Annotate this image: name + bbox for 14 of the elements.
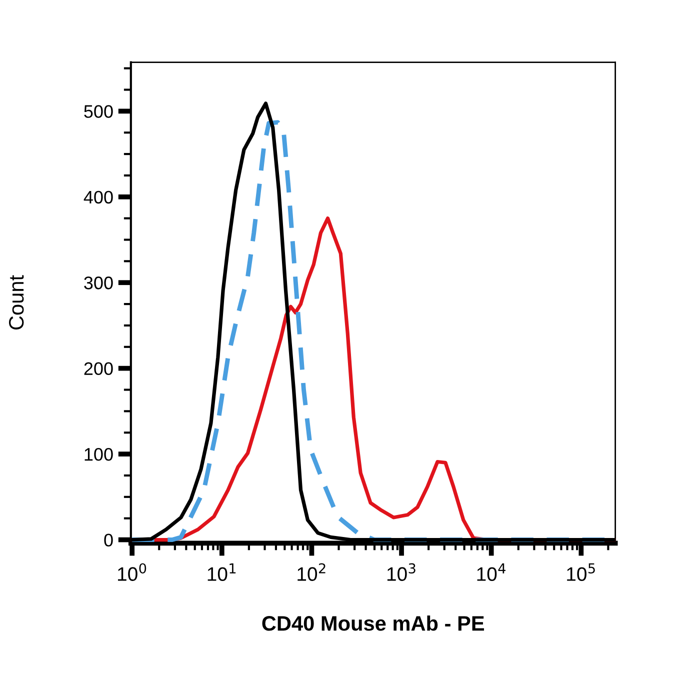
y-tick-label: 400 — [84, 190, 113, 204]
y-tick-label: 300 — [84, 276, 113, 290]
y-tick-label: 500 — [84, 105, 113, 118]
x-tick-label: 10$^{1}$ — [208, 563, 236, 581]
x-tick-label: 10$^{2}$ — [298, 563, 326, 581]
x-tick-label: 10$^{3}$ — [387, 563, 416, 581]
y-tick-label: 200 — [84, 362, 113, 376]
y-axis-title: Count — [8, 275, 24, 330]
y-tick-label: 0 — [104, 534, 113, 546]
x-tick-label: 10$^{0}$ — [118, 563, 146, 581]
x-tick-label: 10$^{4}$ — [477, 563, 506, 581]
x-tick-label: 10$^{5}$ — [567, 563, 595, 581]
x-axis-title: CD40 Mouse mAb - PE — [262, 615, 484, 631]
y-tick-label: 100 — [84, 448, 113, 461]
